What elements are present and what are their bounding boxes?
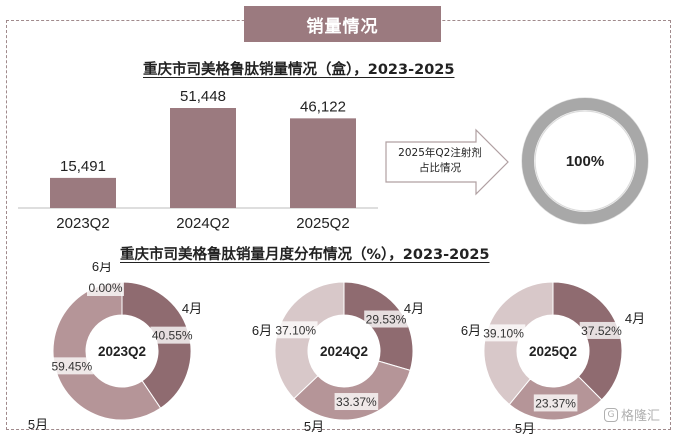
data-label-bg	[334, 393, 379, 411]
bar-value-label: 51,448	[180, 88, 226, 105]
ring-slice-injection	[522, 98, 648, 224]
data-label-bg	[579, 321, 624, 339]
bar-category-label: 2025Q2	[296, 215, 349, 232]
donut-value-label: 0.00%	[88, 281, 122, 295]
bar-chart: 15,491 2023Q2 51,448 2024Q2 46,122 2025Q2	[18, 88, 378, 232]
data-label-bg	[150, 326, 195, 344]
bar-2025Q2	[290, 118, 356, 208]
donut-month-label: 6月	[92, 262, 112, 274]
donut-value-label: 33.37%	[336, 395, 377, 409]
bar-chart-title: 重庆市司美格鲁肽销量情况（盒），2023-2025	[143, 62, 455, 78]
donut-value-label: 23.37%	[535, 396, 576, 410]
donut-value-label: 39.10%	[483, 326, 524, 340]
section-header: 销量情况	[244, 6, 441, 42]
donut-slice-2024Q2-5	[293, 360, 411, 421]
data-label-bg	[273, 321, 318, 339]
ring-inner-edge	[534, 110, 636, 212]
monthly-donut-charts: 40.55%4月59.45%5月0.00%6月2023Q229.53%4月33.…	[28, 262, 645, 436]
donut-charts-title: 重庆市司美格鲁肽销量月度分布情况（%），2023-2025	[120, 247, 490, 263]
donut-month-label: 5月	[304, 419, 324, 434]
injection-share-label: 2025年Q2注射剂占比情况	[398, 147, 482, 174]
donut-value-label: 37.10%	[275, 323, 316, 337]
donut-month-label: 5月	[28, 417, 48, 432]
bar-category-label: 2024Q2	[176, 215, 229, 232]
bar-category-label: 2023Q2	[56, 215, 109, 232]
donut-center-label: 2025Q2	[529, 344, 577, 359]
data-label-bg	[364, 310, 408, 328]
watermark: G 格隆汇	[604, 405, 660, 424]
data-label-bg	[49, 357, 94, 375]
injection-share-ring: 100%	[521, 97, 649, 225]
donut-month-label: 4月	[625, 311, 645, 326]
donut-month-label: 6月	[252, 323, 272, 338]
bar-2023Q2	[50, 177, 116, 208]
bar-value-label: 46,122	[300, 98, 346, 115]
data-label-bg	[533, 394, 578, 412]
bar-2024Q2	[170, 108, 236, 208]
donut-slice-2024Q2-6	[274, 281, 345, 400]
watermark-text: 格隆汇	[621, 409, 661, 424]
bar-value-label: 15,491	[60, 158, 106, 175]
donut-month-label: 5月	[515, 421, 535, 436]
donut-center-label: 2023Q2	[98, 344, 146, 359]
arrow-graphic	[385, 128, 509, 196]
data-label-bg	[87, 279, 124, 296]
gelonghui-logo-icon: G	[604, 407, 618, 422]
donut-value-label: 59.45%	[51, 359, 92, 373]
donut-slice-2025Q2-6	[483, 281, 554, 406]
donut-value-label: 37.52%	[581, 324, 622, 338]
section-title: 销量情况	[306, 16, 379, 37]
donut-month-label: 6月	[461, 323, 481, 338]
donut-value-label: 40.55%	[152, 329, 193, 343]
donut-slice-2025Q2-4	[552, 281, 623, 401]
right-arrow-icon	[385, 128, 509, 196]
donut-month-label: 4月	[404, 301, 424, 316]
donut-month-label: 4月	[182, 301, 202, 316]
donut-slice-2023Q2-4	[121, 281, 192, 409]
donut-center-label: 2024Q2	[320, 344, 368, 359]
data-label-bg	[481, 324, 526, 342]
ring-value-label: 100%	[566, 153, 604, 170]
donut-value-label: 29.53%	[366, 313, 407, 327]
